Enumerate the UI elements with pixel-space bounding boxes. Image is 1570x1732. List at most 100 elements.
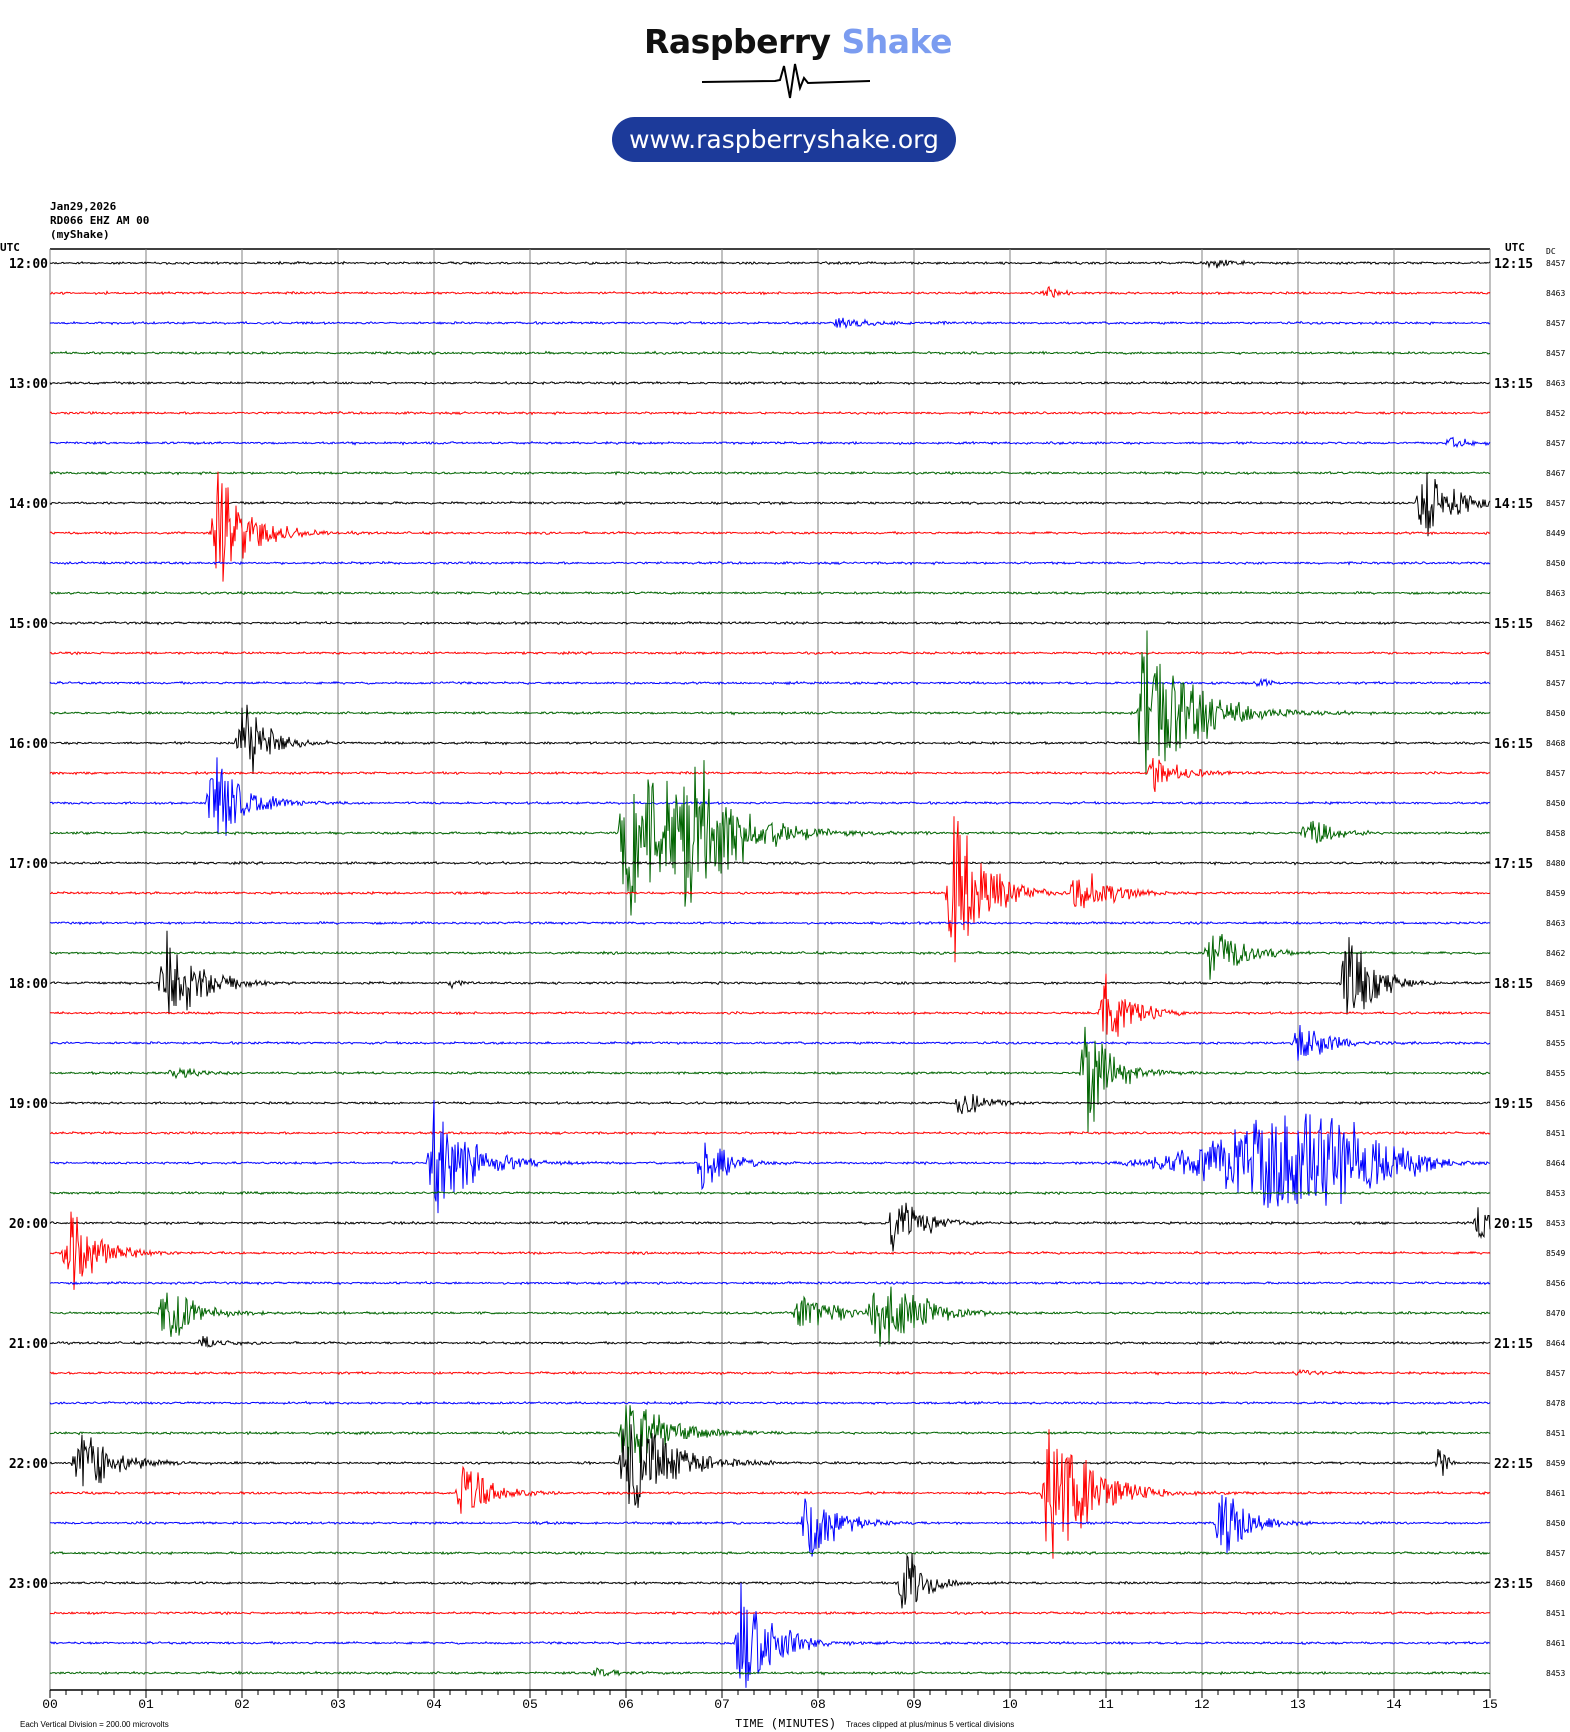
date-label: Jan29,2026 bbox=[50, 200, 117, 213]
trace-row-25 bbox=[49, 973, 1491, 1037]
dc-offset-label: 8457 bbox=[1546, 439, 1565, 448]
x-tick-label: 11 bbox=[1098, 1697, 1114, 1712]
trace-row-24 bbox=[49, 930, 1491, 1015]
trace-row-22 bbox=[49, 920, 1491, 926]
right-hour-label: 14:15 bbox=[1494, 497, 1533, 512]
dc-offset-label: 8452 bbox=[1546, 409, 1565, 418]
dc-offset-label: 8457 bbox=[1546, 319, 1565, 328]
trace-row-33 bbox=[49, 1211, 1491, 1290]
trace-row-31 bbox=[49, 1190, 1491, 1196]
dc-offset-label: 8464 bbox=[1546, 1159, 1565, 1168]
trace-row-42 bbox=[50, 1494, 1491, 1557]
right-hour-label: 17:15 bbox=[1494, 857, 1533, 872]
trace-row-1 bbox=[49, 285, 1491, 299]
left-hour-label: 19:00 bbox=[9, 1097, 48, 1112]
left-hour-label: 16:00 bbox=[9, 737, 48, 752]
dc-offset-label: 8463 bbox=[1546, 589, 1565, 598]
dc-offset-label: 8453 bbox=[1546, 1189, 1565, 1198]
x-tick-label: 01 bbox=[138, 1697, 154, 1712]
left-hour-label: 15:00 bbox=[9, 617, 48, 632]
trace-row-20 bbox=[49, 860, 1491, 866]
trace-row-39 bbox=[49, 1405, 1491, 1467]
dc-offset-label: 8450 bbox=[1546, 709, 1565, 718]
trace-row-27 bbox=[49, 1026, 1491, 1133]
right-hour-label: 19:15 bbox=[1494, 1097, 1533, 1112]
x-axis-title: TIME (MINUTES) bbox=[735, 1717, 836, 1731]
left-hour-label: 14:00 bbox=[9, 497, 48, 512]
dc-offset-label: 8451 bbox=[1546, 1429, 1565, 1438]
dc-offset-label: 8456 bbox=[1546, 1099, 1565, 1108]
dc-offset-label: 8463 bbox=[1546, 289, 1565, 298]
trace-row-46 bbox=[49, 1582, 1491, 1688]
dc-offset-label: 8462 bbox=[1546, 619, 1565, 628]
trace-row-28 bbox=[49, 1093, 1491, 1115]
trace-row-36 bbox=[49, 1336, 1491, 1348]
x-tick-label: 05 bbox=[522, 1697, 538, 1712]
right-hour-label: 21:15 bbox=[1494, 1337, 1533, 1352]
x-tick-label: 09 bbox=[906, 1697, 922, 1712]
trace-row-29 bbox=[49, 1130, 1491, 1136]
dc-offset-label: 8460 bbox=[1546, 1579, 1565, 1588]
dc-offset-label: 8459 bbox=[1546, 889, 1565, 898]
x-tick-label: 03 bbox=[330, 1697, 346, 1712]
dc-offset-label: 8457 bbox=[1546, 1369, 1565, 1378]
trace-row-18 bbox=[50, 757, 1491, 836]
dc-offset-label: 8461 bbox=[1546, 1639, 1565, 1648]
trace-row-37 bbox=[49, 1368, 1491, 1376]
left-hour-label: 17:00 bbox=[9, 857, 48, 872]
trace-row-26 bbox=[49, 1024, 1491, 1061]
dc-title: DC bbox=[1546, 247, 1556, 256]
trace-row-17 bbox=[49, 757, 1491, 793]
dc-offset-label: 8457 bbox=[1546, 769, 1565, 778]
trace-row-43 bbox=[49, 1550, 1491, 1556]
trace-row-32 bbox=[49, 1202, 1491, 1252]
website-link[interactable]: www.raspberryshake.org bbox=[612, 117, 956, 162]
left-hour-label: 20:00 bbox=[9, 1217, 48, 1232]
left-hour-label: 18:00 bbox=[9, 977, 48, 992]
dc-offset-label: 8457 bbox=[1546, 679, 1565, 688]
x-tick-label: 12 bbox=[1194, 1697, 1210, 1712]
right-hour-label: 23:15 bbox=[1494, 1577, 1533, 1592]
dc-offset-label: 8463 bbox=[1546, 379, 1565, 388]
dc-offset-label: 8462 bbox=[1546, 949, 1565, 958]
dc-offset-label: 8461 bbox=[1546, 1489, 1565, 1498]
trace-row-34 bbox=[49, 1280, 1491, 1286]
trace-row-3 bbox=[50, 350, 1490, 356]
dc-offset-label: 8549 bbox=[1546, 1249, 1565, 1258]
trace-row-38 bbox=[49, 1400, 1491, 1406]
x-tick-label: 04 bbox=[426, 1697, 442, 1712]
scale-note: Each Vertical Division = 200.00 microvol… bbox=[20, 1720, 169, 1729]
x-tick-label: 13 bbox=[1290, 1697, 1306, 1712]
x-tick-label: 08 bbox=[810, 1697, 826, 1712]
trace-row-6 bbox=[49, 436, 1491, 449]
trace-row-13 bbox=[49, 650, 1491, 656]
trace-row-15 bbox=[49, 630, 1491, 775]
trace-row-40 bbox=[49, 1424, 1491, 1508]
dc-offset-label: 8450 bbox=[1546, 799, 1565, 808]
right-utc-title: UTC bbox=[1505, 241, 1525, 254]
left-hour-label: 21:00 bbox=[9, 1337, 48, 1352]
dc-offset-label: 8451 bbox=[1546, 1009, 1565, 1018]
dc-offset-label: 8451 bbox=[1546, 1129, 1565, 1138]
right-hour-label: 15:15 bbox=[1494, 617, 1533, 632]
dc-offset-label: 8464 bbox=[1546, 1339, 1565, 1348]
dc-offset-label: 8468 bbox=[1546, 739, 1565, 748]
clip-note: Traces clipped at plus/minus 5 vertical … bbox=[846, 1720, 1014, 1729]
left-hour-label: 23:00 bbox=[9, 1577, 48, 1592]
left-hour-label: 13:00 bbox=[9, 377, 48, 392]
trace-row-44 bbox=[49, 1552, 1491, 1609]
brand-name: Raspberry Shake bbox=[644, 22, 953, 61]
left-utc-title: UTC bbox=[0, 241, 20, 254]
dc-offset-label: 8453 bbox=[1546, 1219, 1565, 1228]
trace-row-41 bbox=[49, 1429, 1491, 1559]
trace-row-30 bbox=[49, 1100, 1491, 1214]
dc-offset-label: 8467 bbox=[1546, 469, 1565, 478]
x-tick-label: 15 bbox=[1482, 1697, 1498, 1712]
x-tick-label: 10 bbox=[1002, 1697, 1018, 1712]
trace-row-8 bbox=[49, 472, 1491, 537]
right-hour-label: 18:15 bbox=[1494, 977, 1533, 992]
trace-row-4 bbox=[49, 380, 1491, 386]
trace-row-47 bbox=[49, 1667, 1491, 1677]
dc-offset-label: 8451 bbox=[1546, 1609, 1565, 1618]
